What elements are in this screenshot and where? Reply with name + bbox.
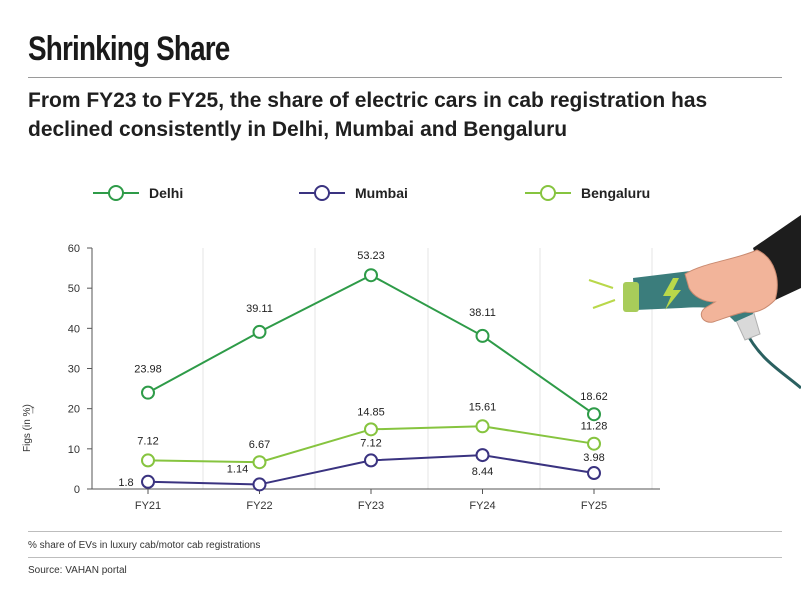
source-note: Source: VAHAN portal [28,565,127,576]
data-point-mumbai [364,453,378,468]
y-tick-label: 20 [68,404,80,416]
data-label-delhi: 38.11 [469,307,496,319]
x-tick-label-fy24: FY24 [469,500,495,512]
data-point-mumbai [587,466,601,481]
plug-tip-shape [623,282,639,312]
data-label-mumbai: 7.12 [360,437,381,449]
data-label-delhi: 53.23 [357,250,385,262]
series-line-delhi [147,274,595,416]
chart-subtitle: From FY23 to FY25, the share of electric… [28,89,708,141]
bolt-icon [663,278,681,310]
data-label-mumbai: 8.44 [472,466,493,478]
data-point-bengaluru [252,455,267,470]
data-point-bengaluru [141,453,155,468]
data-point-bengaluru [475,419,490,434]
data-point-mumbai [141,474,155,489]
y-tick-label: 0 [74,484,80,496]
data-label-mumbai: 1.8 [118,477,133,489]
y-tick-label: 50 [68,283,80,295]
data-label-bengaluru: 11.28 [581,421,608,433]
data-point-bengaluru [587,436,601,451]
data-point-mumbai [252,477,267,492]
data-point-delhi [364,268,378,283]
data-point-mumbai [475,448,490,463]
spark-icon [588,279,616,309]
ev-charger-illustration [588,215,801,390]
footnote: % share of EVs in luxury cab/motor cab r… [28,540,261,551]
data-label-bengaluru: 15.61 [469,401,497,413]
legend-label-delhi: Delhi [149,185,184,201]
legend-item-mumbai: Mumbai [299,183,408,203]
data-point-delhi [587,407,601,422]
legend-label-mumbai: Mumbai [355,185,408,201]
footer-divider-bottom [28,557,782,558]
legend-marker-delhi [93,185,139,201]
data-label-bengaluru: 14.85 [357,406,385,418]
footer-divider-top [28,531,782,532]
y-tick-label: 60 [68,243,80,255]
data-point-delhi [475,328,490,343]
line-chart: 0 10 20 30 40 50 60 FY21 FY22 FY23 FY24 FY25 23.98 39… [68,243,660,512]
legend: Delhi Mumbai Bengaluru [93,183,693,205]
data-label-bengaluru: 7.12 [137,435,158,447]
title-divider [28,77,782,78]
data-label-delhi: 39.11 [246,303,273,315]
y-axis-arrow-icon: ↑ [30,402,36,416]
data-label-delhi: 23.98 [134,364,162,376]
legend-marker-bengaluru [525,185,571,201]
chart-title: Shrinking Share [28,30,230,68]
x-tick-label-fy22: FY22 [246,500,272,512]
data-label-delhi: 18.62 [580,391,608,403]
y-tick-label: 30 [68,364,80,376]
hand-shape [684,249,778,323]
x-tick-label-fy21: FY21 [135,500,161,512]
legend-marker-mumbai [299,185,345,201]
legend-item-bengaluru: Bengaluru [525,183,650,203]
legend-item-delhi: Delhi [93,183,183,203]
y-tick-label: 40 [68,323,80,335]
x-tick-label-fy25: FY25 [581,500,607,512]
cable-shape [743,329,801,390]
legend-label-bengaluru: Bengaluru [581,185,651,201]
data-point-bengaluru [364,422,378,437]
data-label-mumbai: 1.14 [227,463,248,475]
data-label-mumbai: 3.98 [583,452,604,464]
y-tick-label: 10 [68,444,80,456]
data-point-delhi [141,385,155,400]
data-point-delhi [252,324,267,339]
x-tick-label-fy23: FY23 [358,500,384,512]
data-label-bengaluru: 6.67 [249,439,270,451]
